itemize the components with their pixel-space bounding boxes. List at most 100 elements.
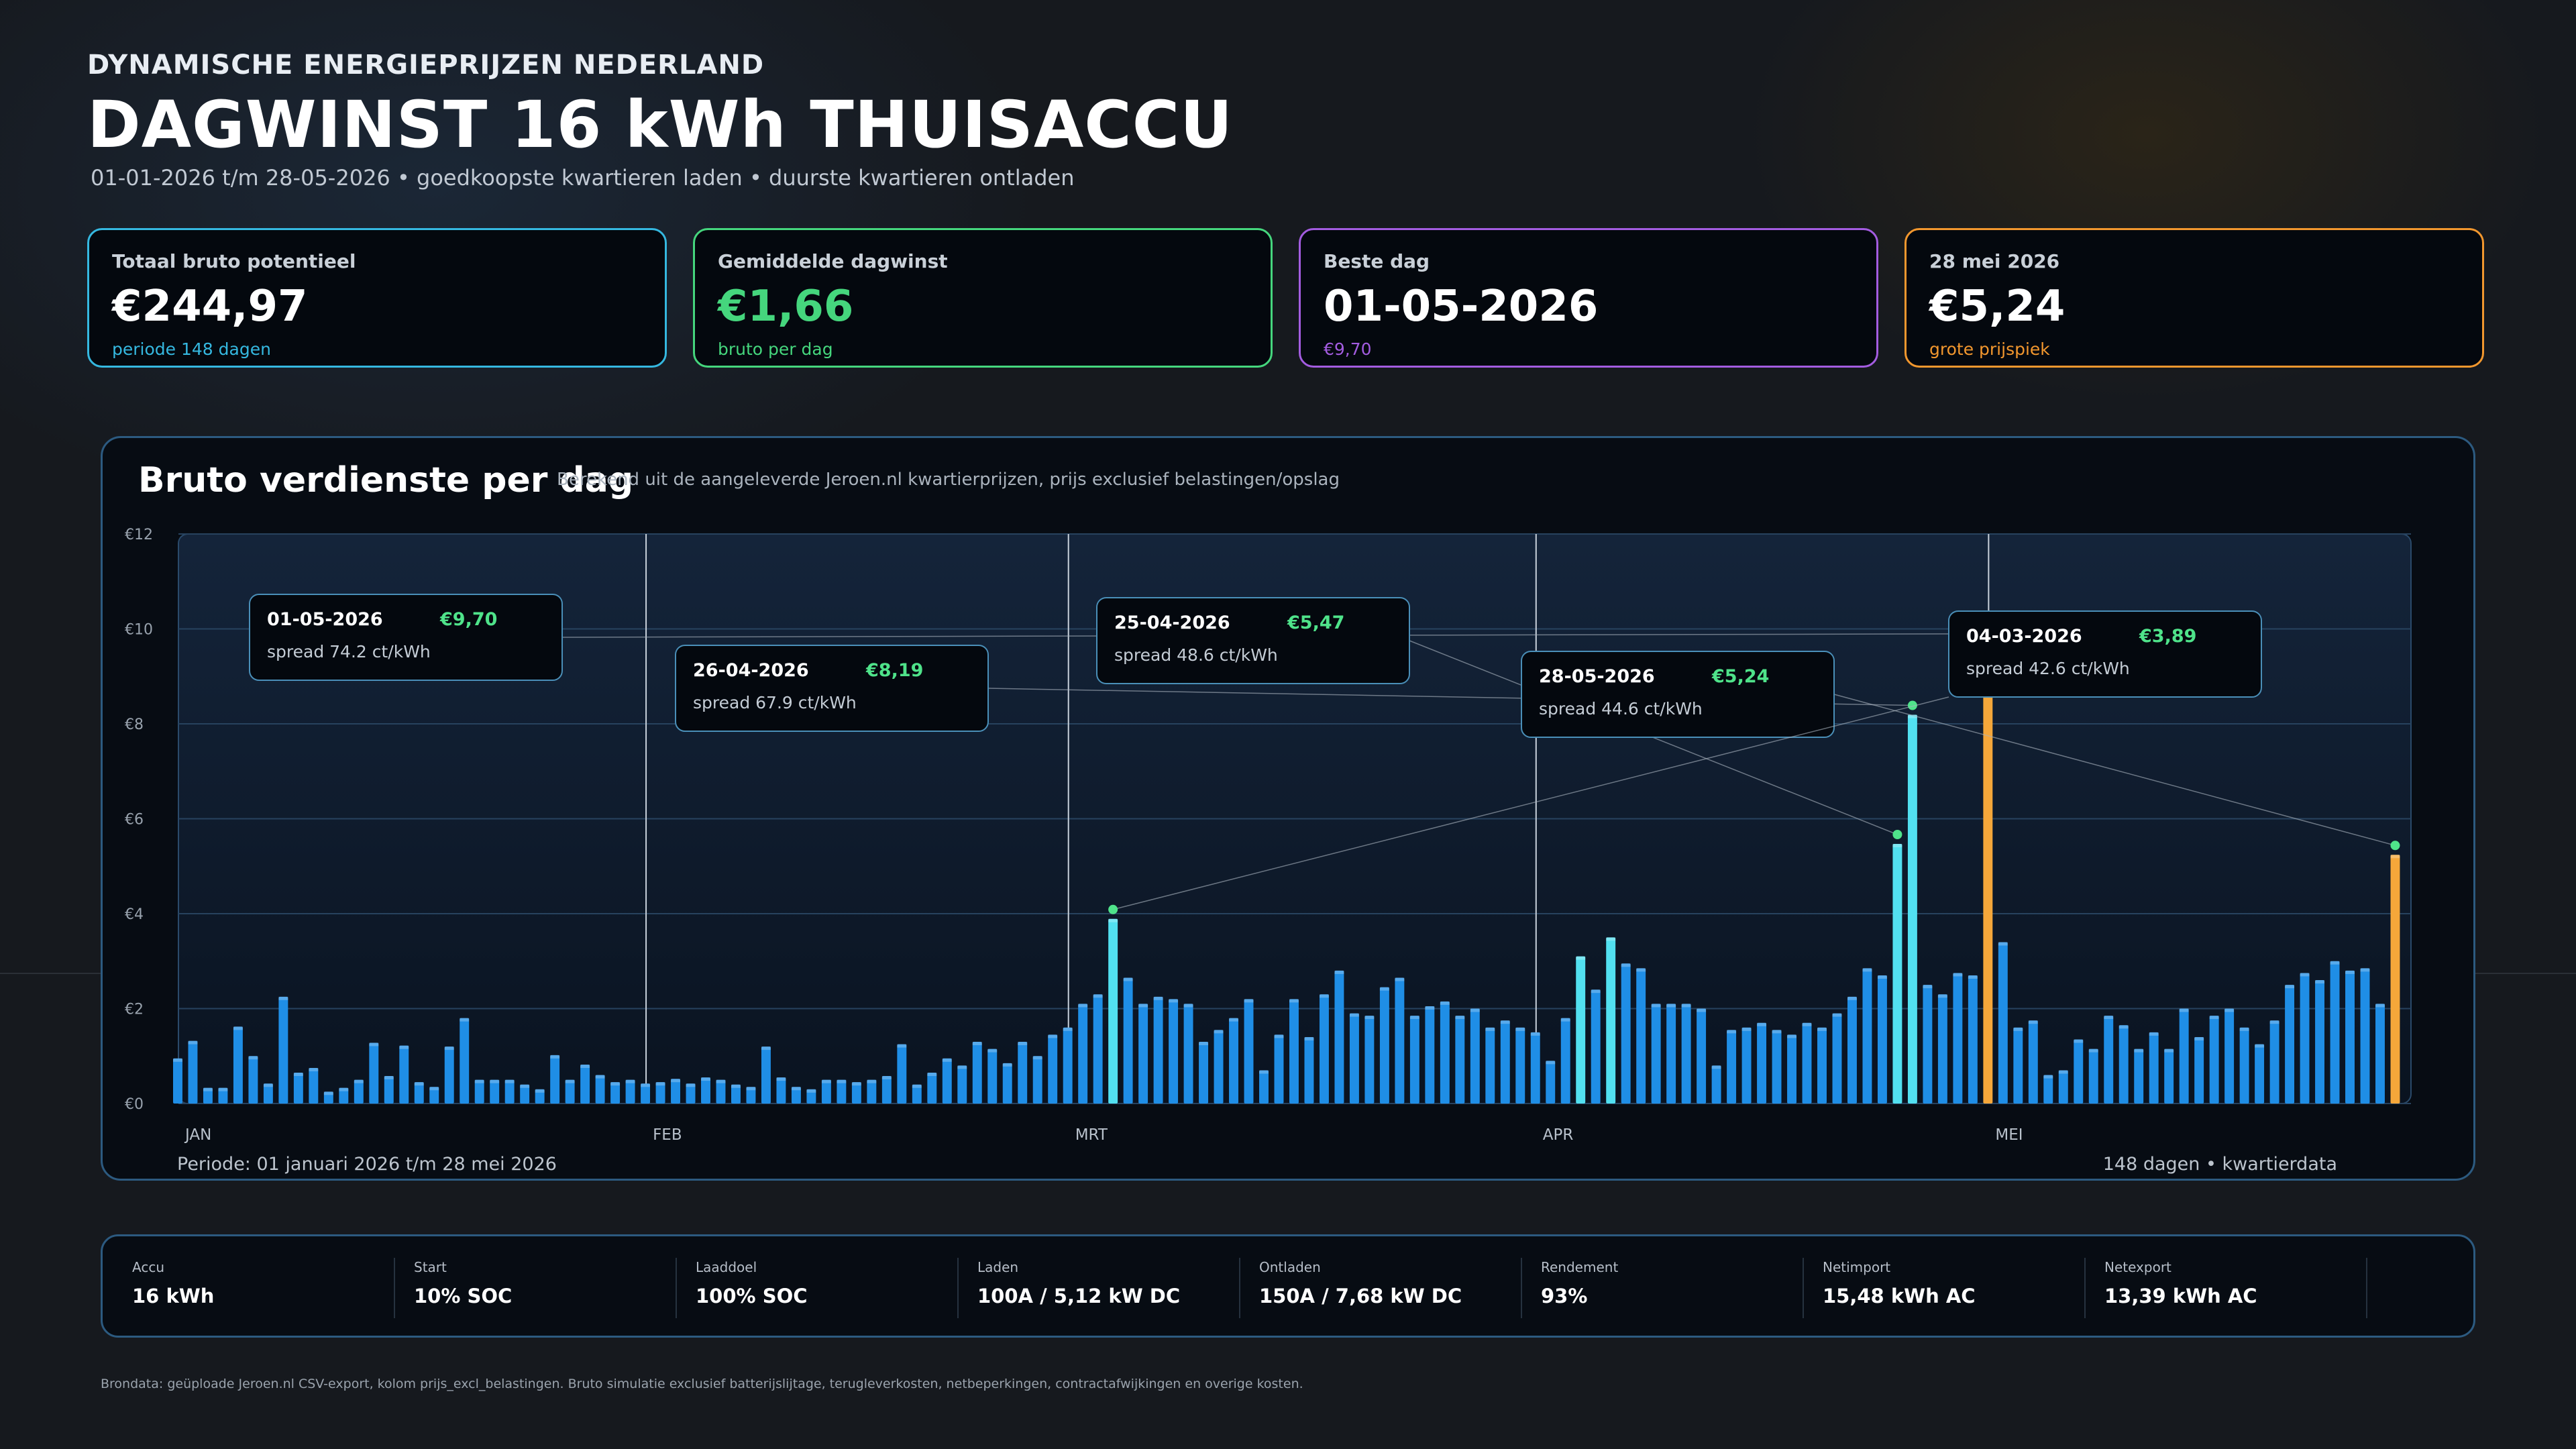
spec-item: Start 10% SOC [414, 1259, 682, 1307]
bar [2255, 1044, 2265, 1104]
bar-highlight [2043, 1075, 2053, 1079]
bar [2118, 1025, 2129, 1104]
bar [851, 1082, 861, 1104]
bar-highlight [2058, 1070, 2068, 1074]
annotation-value: €5,47 [1287, 612, 1344, 633]
bar-highlight [1515, 1027, 1525, 1031]
bar [1817, 1027, 1827, 1104]
bar [1032, 1056, 1042, 1104]
annotation-spread: spread 44.6 ct/kWh [1539, 699, 1703, 718]
bar-highlight [1274, 1034, 1284, 1038]
bar-highlight [837, 1079, 847, 1083]
kpi-value: €5,24 [1929, 282, 2065, 331]
spec-value: 150A / 7,68 kW DC [1259, 1285, 1462, 1307]
bar [1319, 994, 1329, 1104]
bar-highlight [987, 1049, 998, 1053]
bar-highlight [1621, 963, 1631, 967]
bar [1183, 1004, 1193, 1104]
bar [1169, 999, 1179, 1104]
bar-highlight [565, 1079, 575, 1083]
bar-highlight [1379, 987, 1389, 991]
bar [2179, 1008, 2189, 1104]
bar-highlight [399, 1045, 409, 1049]
bar [293, 1073, 303, 1104]
bar-highlight [2209, 1016, 2219, 1020]
bar-highlight [1048, 1034, 1058, 1038]
kpi-card-total: Totaal bruto potentieel €244,97 periode … [87, 228, 667, 368]
x-month-label: MRT [1075, 1126, 1108, 1144]
bar [1621, 963, 1631, 1104]
spec-divider [957, 1258, 959, 1318]
annotation-date: 01-05-2026 [267, 609, 383, 630]
y-tick-label: €4 [125, 906, 144, 923]
bar-highlight [2375, 1004, 2385, 1008]
annotation-date: 28-05-2026 [1539, 666, 1655, 687]
bar-highlight [776, 1077, 786, 1081]
bar [444, 1046, 454, 1104]
bar [520, 1084, 530, 1104]
bar-highlight [641, 1083, 651, 1087]
bar [1937, 994, 1947, 1104]
bar [474, 1079, 484, 1104]
bar [2375, 1004, 2385, 1104]
bar [565, 1079, 575, 1104]
bar-highlight [1530, 1032, 1540, 1036]
bar [957, 1065, 967, 1104]
bar-highlight [2194, 1036, 2204, 1040]
bar [1998, 942, 2008, 1104]
bar [942, 1058, 952, 1104]
bar-highlight [972, 1042, 982, 1046]
spec-divider [1239, 1258, 1240, 1318]
bar [837, 1079, 847, 1104]
brand-label: DYNAMISCHE ENERGIEPRIJZEN NEDERLAND [87, 50, 765, 80]
bar-highlight [490, 1079, 500, 1083]
bar [188, 1040, 198, 1104]
bar-highlight [1953, 973, 1963, 977]
bar [460, 1018, 470, 1104]
bar [776, 1077, 786, 1104]
bar-highlight [1862, 968, 1872, 972]
bar [716, 1079, 726, 1104]
bar [1500, 1020, 1510, 1104]
bar [1681, 1004, 1691, 1104]
y-tick-label: €6 [125, 812, 144, 828]
bar [550, 1055, 560, 1104]
annotation-value: €3,89 [2139, 626, 2196, 647]
bar-highlight [1968, 975, 1978, 979]
bar [1425, 1006, 1435, 1104]
bar-highlight [1741, 1027, 1752, 1031]
x-month-label: JAN [184, 1126, 211, 1144]
bar-highlight [1772, 1030, 1782, 1034]
bar-highlight [821, 1079, 831, 1083]
bar [2058, 1070, 2068, 1104]
bar-highlight [927, 1073, 937, 1077]
bar [2043, 1075, 2053, 1104]
bar-highlight [429, 1087, 439, 1091]
bar [867, 1079, 877, 1104]
bar [1440, 1001, 1450, 1104]
bar [1078, 1004, 1088, 1104]
bar [1560, 1018, 1570, 1104]
bar [1485, 1027, 1495, 1104]
bar-highlight [1500, 1020, 1510, 1024]
spec-label: Start [414, 1259, 447, 1275]
bar [1138, 1004, 1148, 1104]
bar [1546, 1061, 1556, 1104]
kpi-label: Gemiddelde dagwinst [718, 250, 948, 272]
bar [1666, 1004, 1676, 1104]
spec-item: Accu 16 kWh [132, 1259, 400, 1307]
bar-highlight [2104, 1016, 2114, 1020]
bar [1214, 1030, 1224, 1104]
bar [2269, 1020, 2279, 1104]
spec-label: Ontladen [1259, 1259, 1321, 1275]
bar [2330, 961, 2340, 1104]
bar [504, 1079, 515, 1104]
bar-highlight [504, 1079, 515, 1083]
bar-highlight [1847, 996, 1857, 1000]
bar-highlight [746, 1087, 756, 1091]
bar-highlight [2013, 1027, 2023, 1031]
annotation-dot [1108, 904, 1118, 914]
bar [203, 1087, 213, 1104]
bar [1892, 843, 1902, 1104]
bar [1379, 987, 1389, 1104]
